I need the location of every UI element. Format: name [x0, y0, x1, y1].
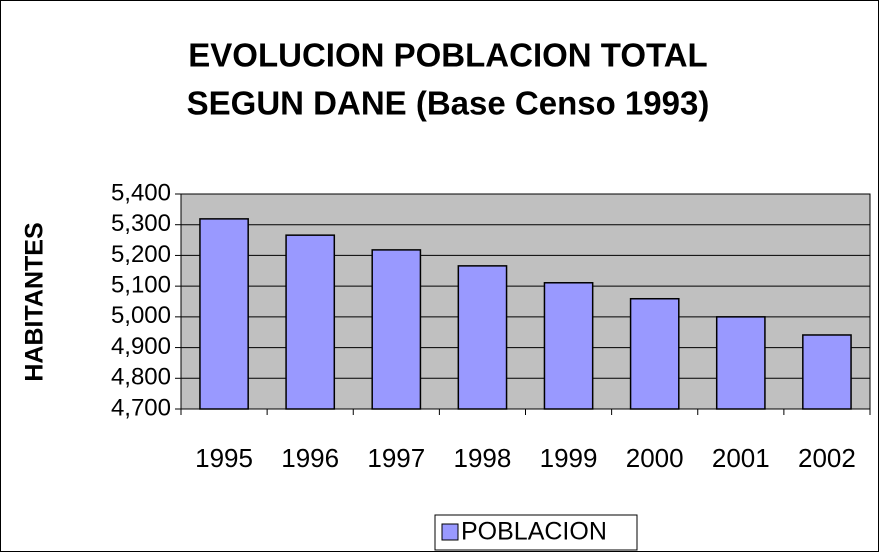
- bar: [543, 282, 594, 410]
- y-tick-label: 5,300: [111, 210, 171, 237]
- x-tick-label: 2002: [798, 443, 856, 473]
- x-tick-label: 1998: [454, 443, 512, 473]
- y-tick-label: 4,800: [111, 364, 171, 391]
- chart-title: SEGUN DANE (Base Censo 1993): [187, 85, 710, 122]
- chart-title: EVOLUCION POBLACION TOTAL: [188, 37, 707, 74]
- x-tick-label: 1999: [540, 443, 598, 473]
- y-tick-label: 5,400: [111, 179, 171, 206]
- legend-box: [434, 514, 638, 551]
- plot-area: [180, 193, 871, 410]
- y-tick-label: 5,000: [111, 302, 171, 329]
- y-tick-label: 4,700: [111, 394, 171, 421]
- bar: [285, 234, 336, 410]
- bar: [457, 265, 508, 410]
- y-tick-label: 5,100: [111, 271, 171, 298]
- x-tick-label: 1995: [195, 443, 253, 473]
- bar: [715, 316, 766, 410]
- bar: [199, 218, 249, 410]
- legend-swatch: [441, 523, 459, 541]
- x-tick-label: 2000: [626, 443, 684, 473]
- x-tick-label: 1996: [281, 443, 339, 473]
- y-tick-label: 4,900: [111, 333, 171, 360]
- y-tick-label: 5,200: [111, 241, 171, 268]
- x-tick-label: 1997: [367, 443, 425, 473]
- bar: [802, 334, 852, 410]
- legend-label: POBLACION: [461, 518, 607, 546]
- bar: [371, 249, 422, 410]
- x-tick-label: 2001: [712, 443, 770, 473]
- bar: [629, 297, 680, 410]
- y-axis-label: HABITANTES: [21, 222, 49, 381]
